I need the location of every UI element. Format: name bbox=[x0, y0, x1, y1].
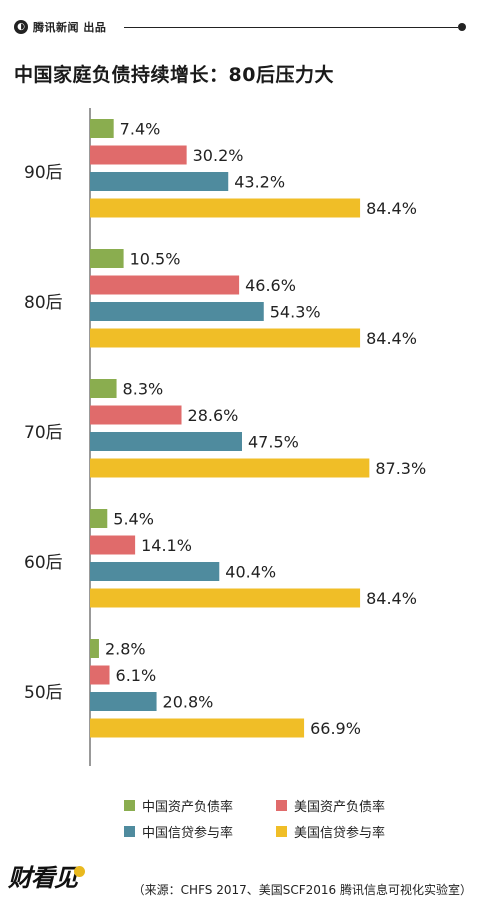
legend-label-3: 美国信贷参与率 bbox=[294, 826, 386, 841]
category-label: 70后 bbox=[24, 423, 63, 443]
data-label: 8.3% bbox=[123, 380, 164, 399]
brand-logo: ◐ 腾讯新闻 出品 bbox=[14, 19, 106, 35]
bar bbox=[90, 665, 110, 685]
legend-label-1: 美国资产负债率 bbox=[294, 800, 386, 815]
legend-swatch-1 bbox=[276, 800, 287, 811]
bar bbox=[90, 692, 157, 711]
bar bbox=[90, 198, 361, 218]
legend-label-0: 中国资产负债率 bbox=[142, 800, 234, 815]
bar bbox=[90, 379, 117, 398]
bar bbox=[90, 328, 361, 348]
category-label: 90后 bbox=[24, 163, 63, 183]
bar bbox=[90, 562, 220, 581]
top-divider-dot bbox=[458, 23, 466, 31]
bar bbox=[90, 458, 370, 478]
bar bbox=[90, 509, 108, 528]
data-label: 47.5% bbox=[248, 433, 299, 452]
legend-swatch-3 bbox=[276, 826, 287, 837]
page-title: 中国家庭负债持续增长：80后压力大 bbox=[14, 64, 334, 86]
data-label: 28.6% bbox=[188, 406, 239, 425]
data-label: 20.8% bbox=[163, 693, 214, 712]
data-label: 54.3% bbox=[270, 303, 321, 322]
legend-item-0: 中国资产负债率 bbox=[124, 796, 233, 815]
top-bar: ◐ 腾讯新闻 出品 bbox=[14, 20, 466, 34]
bar bbox=[90, 588, 361, 608]
legend-item-1: 美国资产负债率 bbox=[276, 796, 385, 815]
category-label: 80后 bbox=[24, 293, 63, 313]
data-label: 84.4% bbox=[366, 329, 417, 348]
data-label: 30.2% bbox=[193, 146, 244, 165]
bar bbox=[90, 718, 305, 738]
bar bbox=[90, 172, 229, 191]
bar bbox=[90, 535, 136, 555]
footer-logo: 财看见 bbox=[8, 858, 85, 893]
penguin-icon: ◐ bbox=[14, 20, 28, 34]
bar bbox=[90, 639, 99, 658]
bar bbox=[90, 249, 124, 268]
category-label: 50后 bbox=[24, 683, 63, 703]
data-label: 7.4% bbox=[120, 120, 161, 139]
footer-logo-text: 财看见 bbox=[8, 864, 78, 892]
top-divider bbox=[124, 27, 458, 28]
data-label: 84.4% bbox=[366, 589, 417, 608]
data-label: 14.1% bbox=[141, 536, 192, 555]
legend-item-3: 美国信贷参与率 bbox=[276, 822, 385, 841]
data-label: 10.5% bbox=[130, 250, 181, 269]
data-label: 46.6% bbox=[245, 276, 296, 295]
data-label: 6.1% bbox=[116, 666, 157, 685]
data-label: 2.8% bbox=[105, 640, 146, 659]
data-label: 5.4% bbox=[113, 510, 154, 529]
legend-item-2: 中国信贷参与率 bbox=[124, 822, 233, 841]
bar bbox=[90, 405, 182, 425]
legend-label-2: 中国信贷参与率 bbox=[142, 826, 234, 841]
brand-text: 腾讯新闻 出品 bbox=[33, 21, 107, 34]
data-label: 40.4% bbox=[225, 563, 276, 582]
bar bbox=[90, 119, 114, 138]
logo-mark-icon bbox=[74, 866, 85, 877]
legend-swatch-2 bbox=[124, 826, 135, 837]
bar bbox=[90, 432, 242, 451]
legend-swatch-0 bbox=[124, 800, 135, 811]
bar bbox=[90, 275, 240, 295]
bar bbox=[90, 302, 264, 321]
category-label: 60后 bbox=[24, 553, 63, 573]
data-label: 84.4% bbox=[366, 199, 417, 218]
bar bbox=[90, 145, 187, 165]
source-note: （来源：CHFS 2017、美国SCF2016 腾讯信息可视化实验室） bbox=[132, 883, 472, 897]
data-label: 87.3% bbox=[375, 459, 426, 478]
data-label: 43.2% bbox=[234, 173, 285, 192]
data-label: 66.9% bbox=[310, 719, 361, 738]
